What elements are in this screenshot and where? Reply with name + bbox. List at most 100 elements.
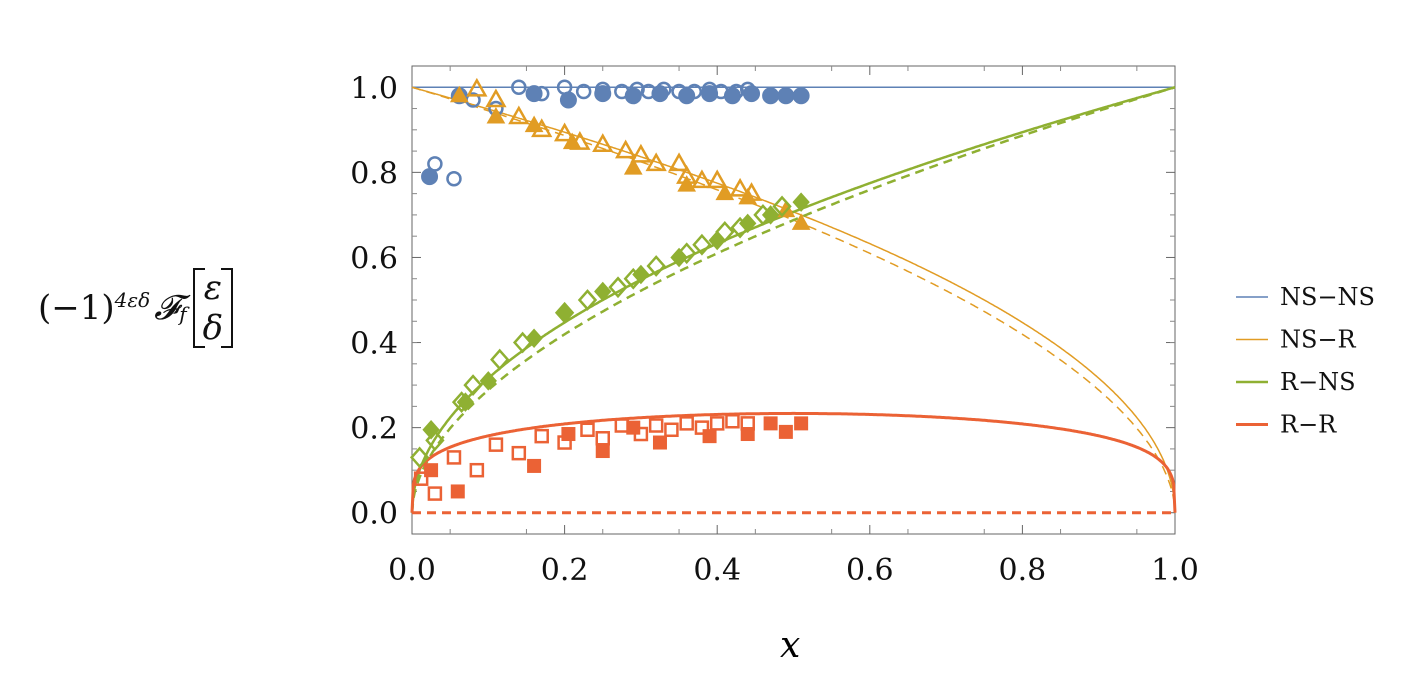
x-tick-label: 0.4 [693,553,741,588]
rr-open-point [580,422,595,438]
rns-open-point [490,348,510,371]
curve-rns-dashed [410,86,1176,513]
nsns-filled-point [678,87,696,105]
rns-filled-point [479,371,497,391]
x-axis-label: x [780,625,801,666]
rr-open-point [694,420,710,435]
legend-label-nsr: NS−R [1280,326,1357,354]
nsr-filled-point [776,200,796,218]
rr-filled-point [595,444,610,459]
rns-filled-point [422,420,440,440]
rr-filled-point [763,416,778,431]
nsns-open-point [575,83,592,100]
rr-open-point [413,471,429,486]
x-tick-label: 0.8 [999,553,1047,588]
nsns-filled-point [651,85,669,103]
ylabel-prefix: (−1) [38,288,115,328]
rr-open-point [664,422,679,438]
x-tick-label: 1.0 [1151,553,1199,588]
rns-filled-point [739,213,757,234]
y-tick-label: 0.6 [350,241,398,276]
rr-open-point [679,416,694,431]
nsr-open-point [485,88,507,108]
rns-open-point [409,446,430,469]
rr-filled-point [740,427,755,442]
y-tick-label: 0.2 [350,412,398,447]
ylabel-bottom: δ [202,308,224,348]
nsr-filled-point [562,132,582,150]
nsr-open-point [645,152,667,172]
rr-filled-point [424,463,439,478]
rr-filled-point [652,435,667,450]
rr-open-point [709,416,725,431]
nsns-filled-point [559,91,577,109]
rns-open-point [772,195,792,218]
nsns-filled-point [723,87,741,105]
y-tick-label: 0.8 [350,156,398,191]
nsns-filled-point [525,85,543,103]
rns-filled-point [708,230,726,251]
rr-filled-point [794,416,809,431]
x-tick-label: 0.2 [541,553,589,588]
nsns-filled-point [792,87,810,105]
rr-open-point [648,418,664,433]
rr-open-point [614,418,630,433]
nsr-open-point [614,139,637,159]
rns-filled-point [632,264,650,285]
nsr-open-point [592,133,614,152]
y-tick-label: 1.0 [350,71,398,106]
nsr-open-point [508,105,530,125]
curve-nsr-dashed [411,86,1176,513]
nsr-filled-point [449,85,469,103]
nsns-filled-point [777,87,795,105]
rns-open-point [608,276,628,299]
nsr-open-point [466,77,488,97]
curve-rr-solid [410,411,1177,513]
rns-filled-point [761,205,780,225]
rns-filled-point [555,303,574,323]
ylabel-sub: f [179,302,187,326]
rns-open-point [577,289,598,311]
rr-open-point [488,437,504,452]
y-tick-label: 0.4 [350,327,398,362]
rr-filled-point [450,484,465,499]
rns-filled-point [525,328,543,349]
nsr-filled-point [791,213,811,230]
nsns-filled-point [624,87,642,105]
x-tick-label: 0.6 [846,553,894,588]
nsr-filled-point [677,175,697,192]
curve-nsr-solid [411,86,1176,513]
ylabel-top: ε [203,268,223,308]
legend-label-nsns: NS−NS [1280,283,1375,311]
rr-filled-point [527,458,542,473]
nsns-filled-point [594,85,612,103]
rr-open-point [427,486,443,501]
rns-filled-point [792,192,810,212]
nsr-open-point [691,169,713,189]
nsr-filled-point [715,183,735,201]
rns-open-point [692,233,712,256]
nsr-open-point [668,152,690,172]
rns-filled-point [456,392,475,412]
nsns-open-point [511,79,527,96]
legend-label-rns: R−NS [1280,368,1356,396]
rr-filled-point [561,427,576,442]
nsr-open-point [630,143,652,163]
rr-open-point [725,414,740,429]
nsr-open-point [729,177,751,197]
rr-filled-point [626,420,641,435]
nsr-open-point [706,169,728,189]
nsns-filled-point [421,168,439,186]
x-tick-label: 0.0 [388,553,436,588]
ylabel-exponent: 4εδ [114,288,151,312]
nsns-filled-point [762,87,780,105]
nsns-filled-point [701,85,719,103]
rns-open-point [677,242,697,265]
rns-filled-point [594,281,612,302]
rns-open-point [646,255,666,277]
rr-open-point [511,445,527,461]
legend-label-rr: R−R [1280,411,1337,439]
